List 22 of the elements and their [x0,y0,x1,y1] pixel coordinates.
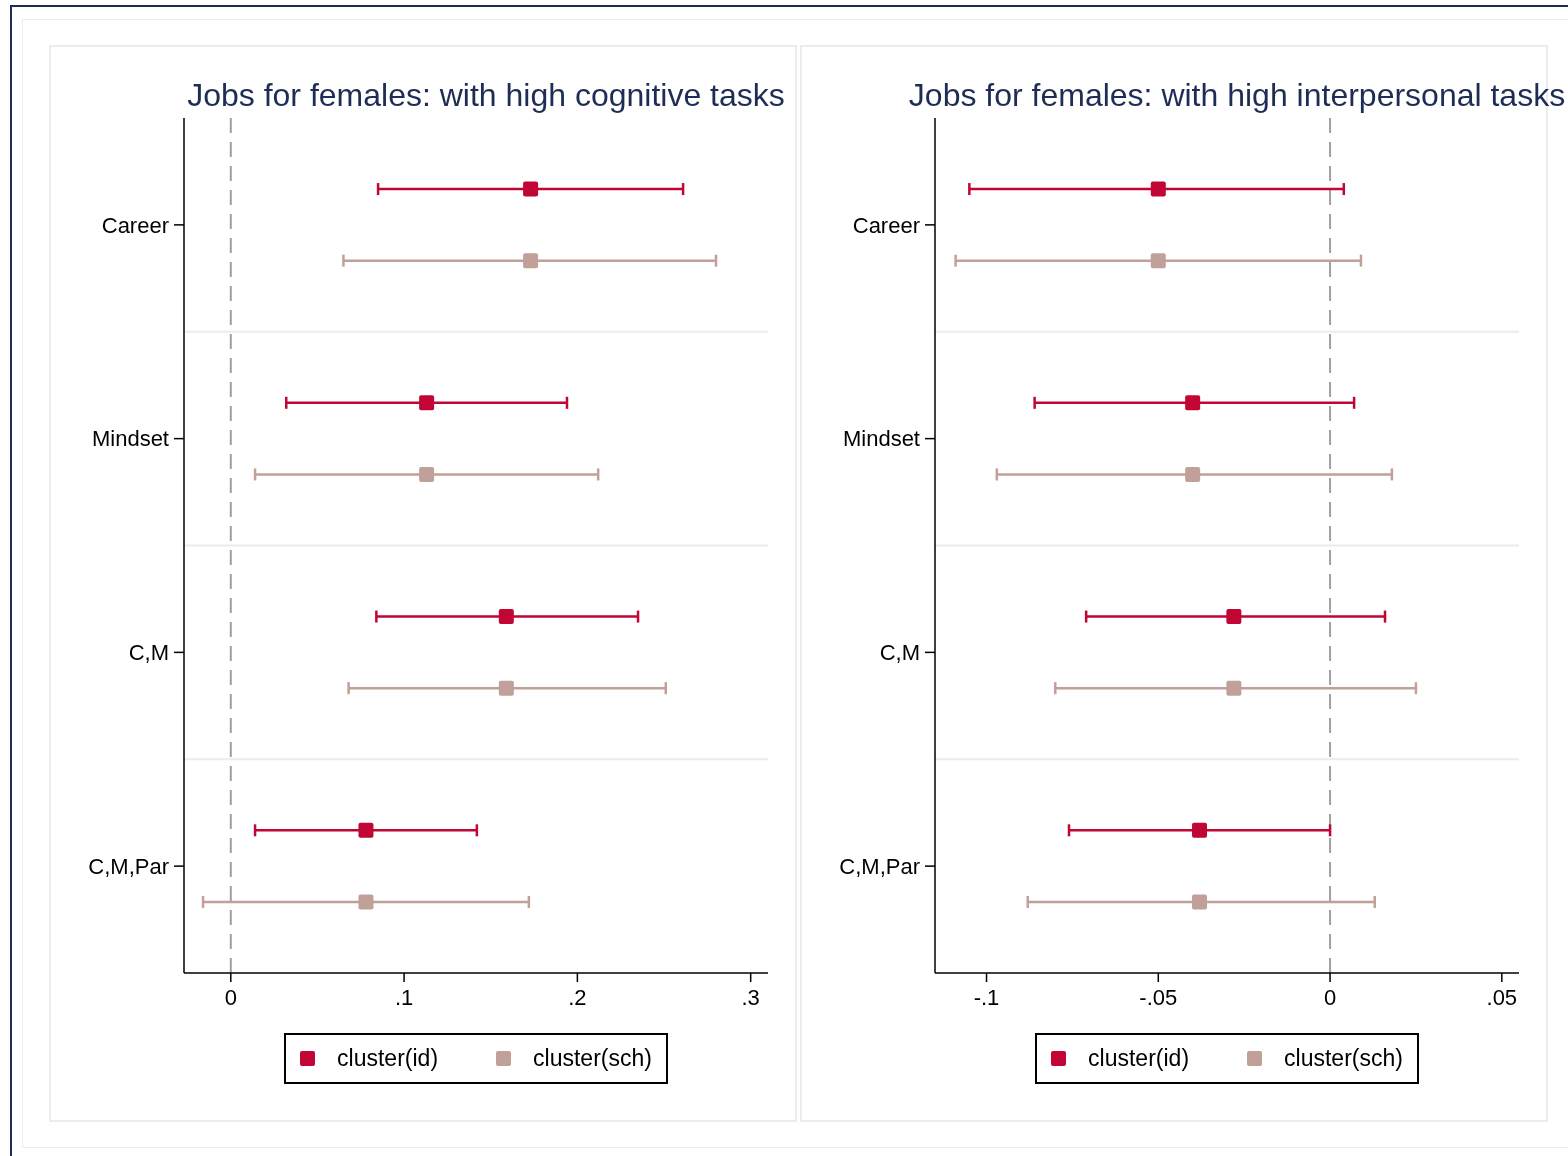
x-tick-label: .2 [568,984,587,1010]
legend-label: cluster(id) [1088,1045,1190,1072]
y-tick-label: C,M,Par [88,853,169,879]
x-tick-label: -.1 [973,984,1000,1010]
x-tick-label: .1 [394,984,414,1010]
y-tick-label: Career [852,212,920,238]
y-tick-label: C,M,Par [839,853,920,879]
legend-label: cluster(sch) [533,1045,652,1072]
x-tick-label: .05 [1486,984,1518,1010]
x-tick-label: 0 [224,984,237,1010]
x-tick-label: .3 [741,984,760,1010]
y-tick-label: Career [101,212,169,238]
y-tick-label: C,M [879,640,920,666]
chart-title: Jobs for females: with high cognitive tasks [187,77,785,113]
legend-label: cluster(id) [337,1045,439,1072]
legend-label: cluster(sch) [1284,1045,1403,1072]
y-tick-label: Mindset [91,426,169,452]
chart-title: Jobs for females: with high interpersonal tasks [908,77,1566,113]
x-tick-label: -.05 [1139,984,1178,1010]
y-tick-label: C,M [128,640,169,666]
x-tick-label: 0 [1323,984,1337,1010]
y-tick-label: Mindset [842,426,920,452]
